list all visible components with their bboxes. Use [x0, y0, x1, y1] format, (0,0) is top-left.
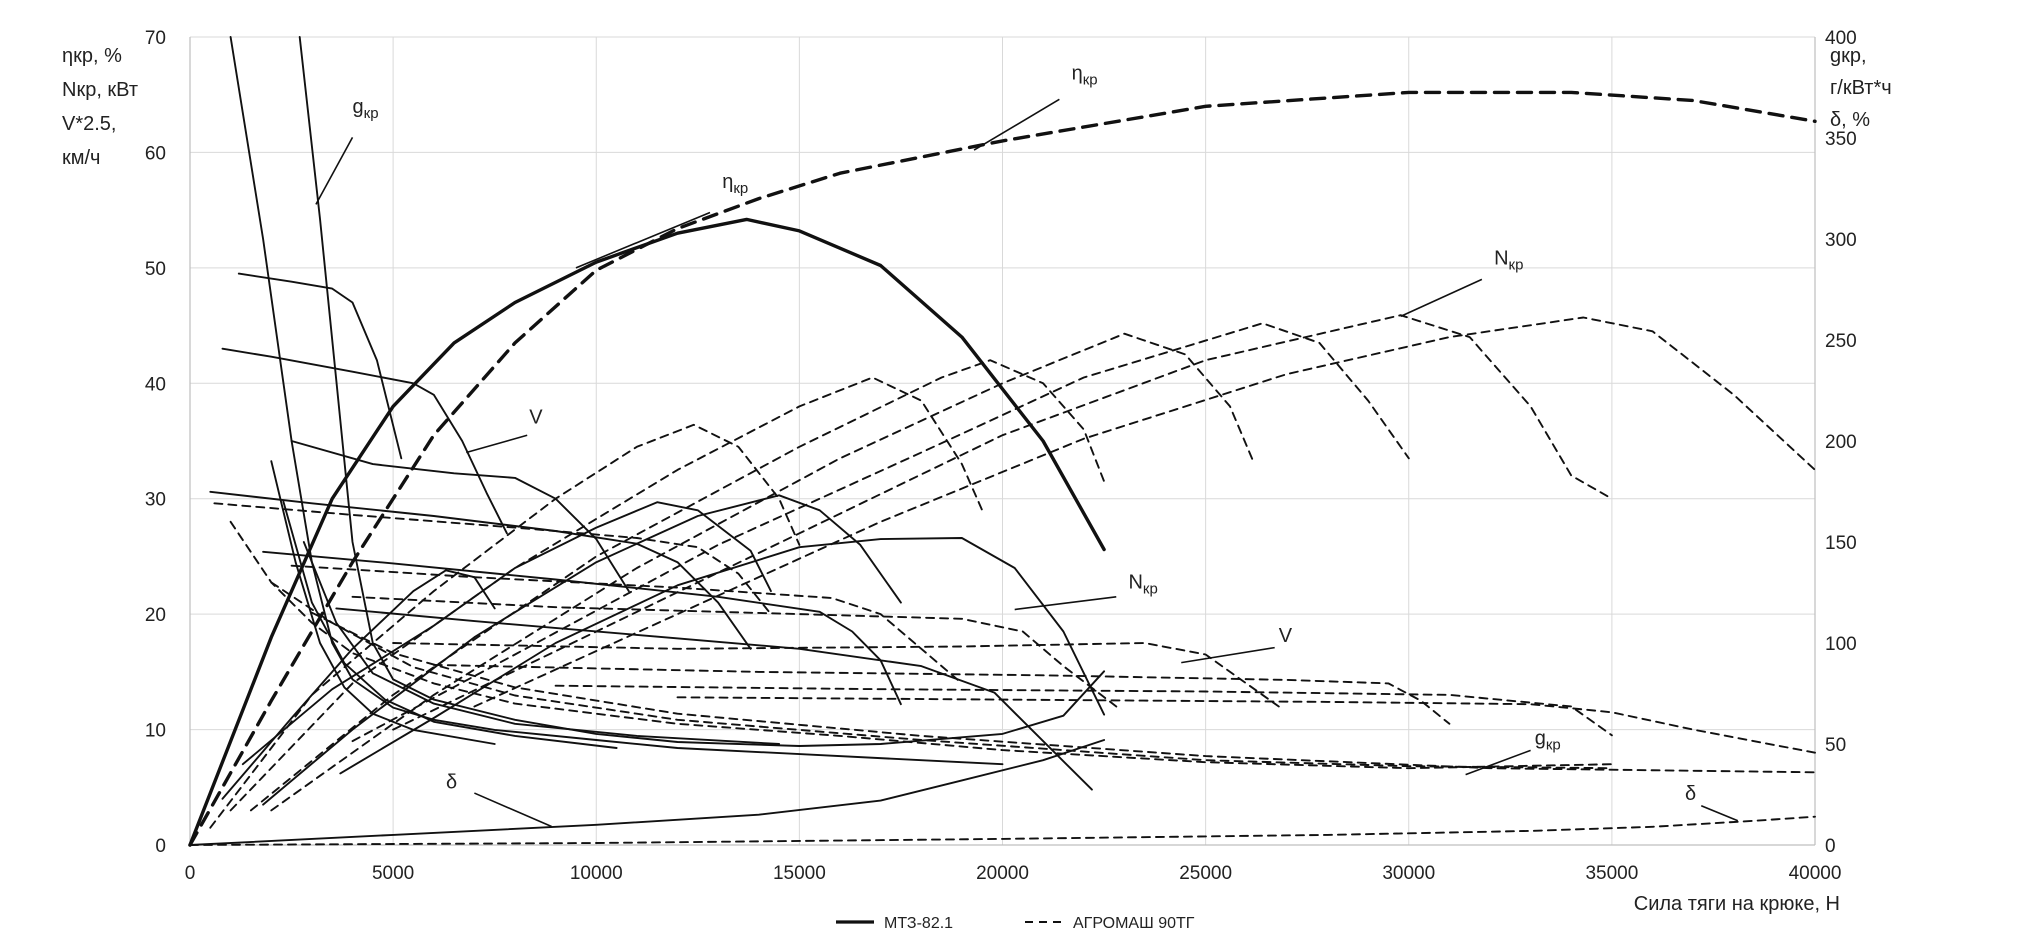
annotation-label: ηкр: [722, 171, 748, 197]
series-line-agromash-V: [290, 564, 963, 685]
series-line-agromash-gкр: [270, 581, 1613, 770]
series-line-mtz-V: [290, 440, 630, 593]
x-tick-label: 10000: [570, 863, 623, 884]
series-line-mtz-V: [262, 550, 902, 706]
legend: МТЗ-82.1 АГРОМАШ 90ТГ: [836, 915, 1195, 932]
y-left-tick-label: 50: [145, 259, 166, 280]
legend-label: МТЗ-82.1: [884, 915, 953, 932]
y-right-tick-label: 400: [1825, 28, 1857, 49]
annotation-leader-line: [466, 434, 528, 454]
legend-label: АГРОМАШ 90ТГ: [1073, 915, 1195, 932]
annotation-label: δ: [1685, 783, 1696, 805]
series-line-agromash-V: [432, 663, 1451, 725]
series-line-mtz-Nкр: [241, 501, 772, 766]
annotation-leader-line: [575, 211, 711, 269]
series-line-mtz-ηкр: [188, 217, 1106, 847]
gridlines: [189, 36, 1816, 846]
x-tick-label: 0: [185, 863, 196, 884]
y-right-tick-label: 50: [1825, 735, 1846, 756]
series-line-mtz-gкр: [302, 541, 781, 745]
series-line-mtz-V: [335, 607, 1093, 791]
series-line-agromash-Nкр: [249, 359, 1106, 812]
series-line-agromash-Nкр: [270, 332, 1256, 812]
annotation-label: gкр: [1535, 728, 1561, 754]
y-left-axis-title: Nкр, кВт: [62, 79, 138, 101]
annotation-leader-line: [1465, 749, 1531, 776]
y-right-tick-label: 0: [1825, 836, 1836, 857]
series-line-agromash-gкр: [229, 520, 1613, 770]
series-line-mtz-gкр: [298, 36, 1106, 747]
series-line-agromash-Nкр: [229, 376, 984, 812]
annotation-label: V: [1279, 625, 1293, 647]
series-line-mtz-V: [221, 347, 508, 535]
annotation-label: δ: [446, 771, 457, 793]
annotation-label: Nкр: [1494, 247, 1523, 273]
y-left-tick-label: 0: [155, 836, 166, 857]
x-tick-label: 5000: [372, 863, 414, 884]
y-right-tick-label: 250: [1825, 331, 1857, 352]
x-axis-title: Сила тяги на крюке, Н: [1634, 893, 1840, 915]
series-line-agromash-V: [392, 642, 1280, 708]
y-right-tick-label: 300: [1825, 230, 1857, 251]
y-right-tick-label: 100: [1825, 634, 1857, 655]
y-left-tick-label: 30: [145, 490, 166, 511]
series-lines: [188, 36, 1817, 847]
y-right-axis-title: δ, %: [1830, 109, 1870, 131]
annotation-label: V: [529, 407, 543, 429]
y-right-axis-title: г/кВт*ч: [1830, 77, 1892, 99]
series-line-agromash-Nкр: [473, 316, 1816, 708]
series-line-agromash-V: [351, 595, 1118, 708]
series-line-agromash-gкр: [310, 611, 1816, 774]
x-tick-label: 15000: [773, 863, 826, 884]
annotation-label: gкр: [353, 96, 379, 122]
series-line-mtz-gкр: [282, 500, 618, 749]
annotation-label: Nкр: [1128, 572, 1157, 598]
annotation-leader-line: [973, 98, 1060, 151]
series-line-agromash-V: [213, 502, 772, 616]
axes: 0 5000 10000 15000 20000 25000 30000 35000 40000…: [145, 28, 1857, 884]
series-line-agromash-V: [554, 684, 1613, 737]
y-left-axis-title: км/ч: [62, 147, 100, 169]
axis-labels: ηкр, % Nкр, кВт V*2.5, км/ч gкр, г/кВт*ч δ, % С…: [62, 45, 1892, 915]
x-tick-label: 35000: [1585, 863, 1638, 884]
annotation-leader-line: [1400, 278, 1483, 318]
annotation-leader-line: [1014, 596, 1117, 611]
y-left-tick-label: 20: [145, 605, 166, 626]
series-line-agromash-δ: [189, 815, 1816, 846]
series-line-mtz-Nкр: [262, 494, 902, 806]
series-line-agromash-Nкр: [392, 314, 1613, 731]
y-right-axis-title: gкр,: [1830, 45, 1867, 67]
series-line-agromash-Nкр: [209, 423, 801, 829]
series-line-agromash-V: [676, 696, 1816, 754]
series-line-agromash-Nкр: [351, 322, 1410, 743]
annotation-leader-line: [1700, 805, 1739, 822]
y-left-tick-label: 70: [145, 28, 166, 49]
y-left-axis-title: V*2.5,: [62, 113, 116, 135]
annotation-label: ηкр: [1072, 63, 1098, 89]
y-left-axis-title: ηкр, %: [62, 45, 122, 67]
y-left-tick-label: 60: [145, 143, 166, 164]
series-line-mtz-gкр: [229, 36, 1004, 766]
annotation-leader-line: [474, 792, 552, 828]
annotation-leader-line: [1181, 646, 1275, 664]
x-tick-label: 25000: [1179, 863, 1232, 884]
y-left-tick-label: 40: [145, 374, 166, 395]
x-tick-label: 30000: [1382, 863, 1435, 884]
y-right-tick-label: 200: [1825, 432, 1857, 453]
annotations: ηкр ηкр gкр V Nкр V Nкр δ gкр δ: [315, 63, 1739, 828]
y-right-tick-label: 350: [1825, 129, 1857, 150]
y-right-tick-label: 150: [1825, 533, 1857, 554]
series-line-mtz-V: [209, 490, 752, 650]
annotation-leader-line: [315, 137, 354, 205]
x-tick-label: 40000: [1789, 863, 1842, 884]
y-left-tick-label: 10: [145, 721, 166, 742]
x-tick-label: 20000: [976, 863, 1029, 884]
series-line-agromash-ηкр: [188, 90, 1817, 847]
series-line-mtz-δ: [189, 739, 1106, 846]
